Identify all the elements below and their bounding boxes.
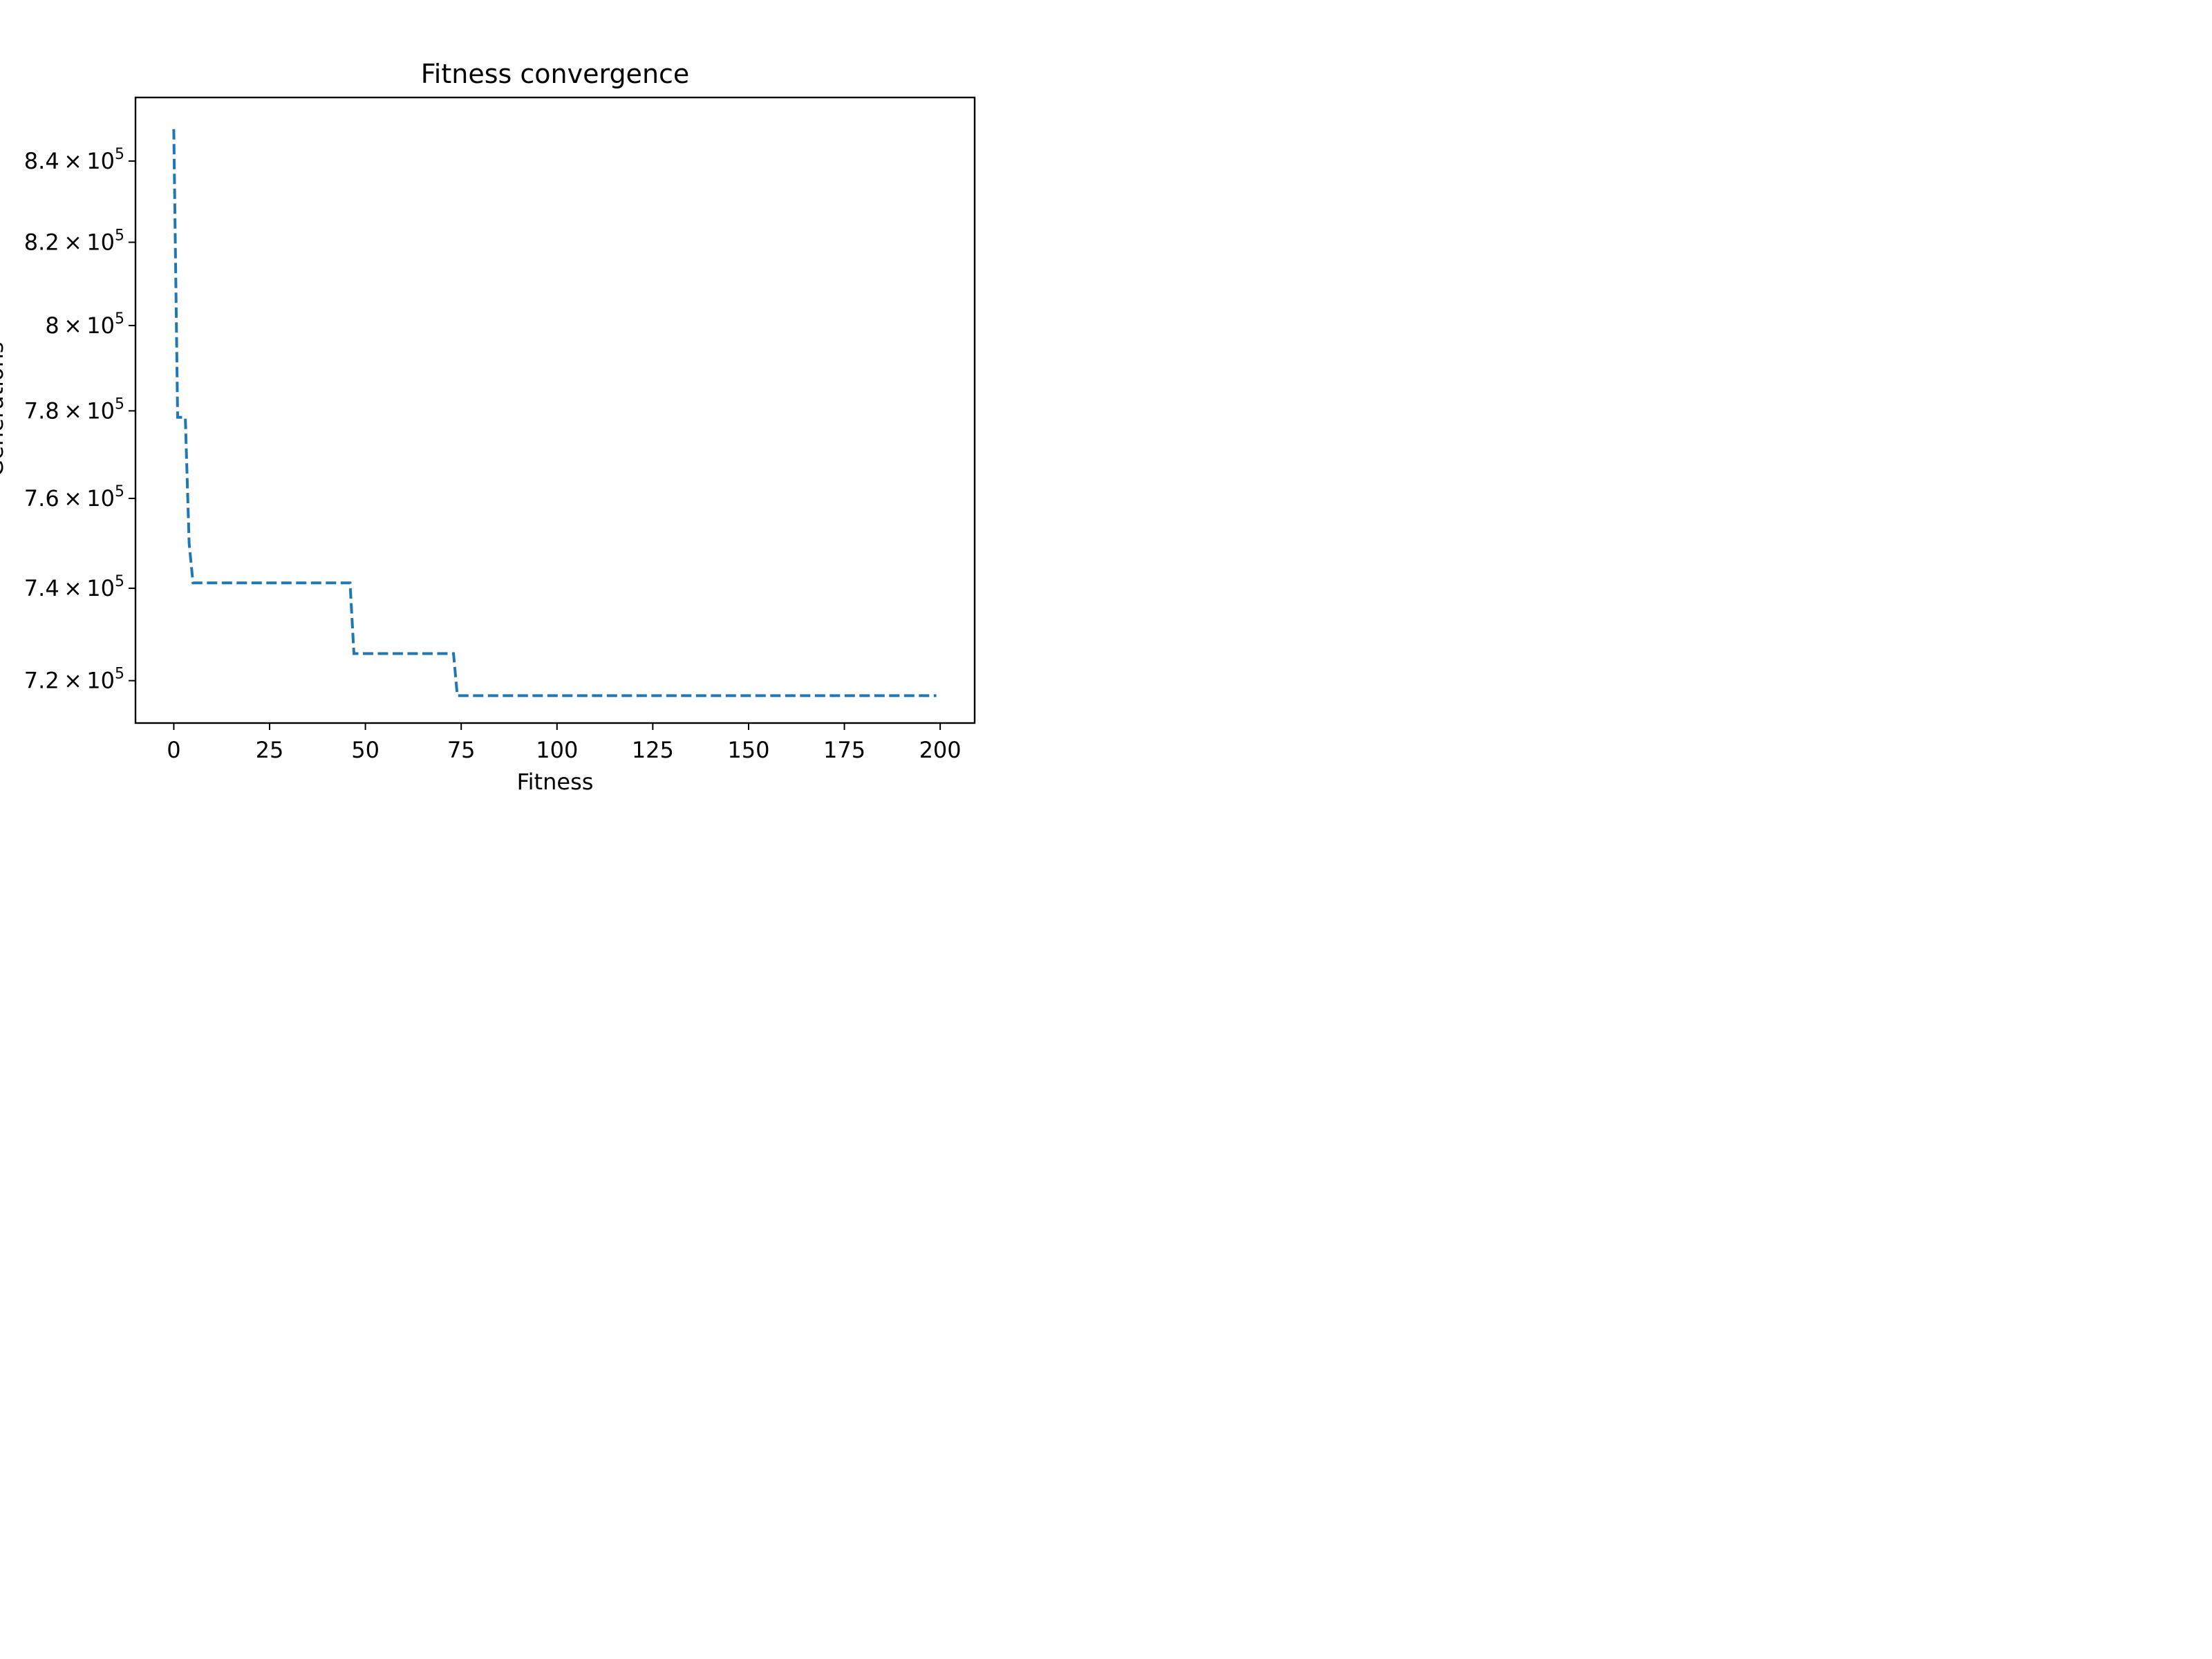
y-axis-label: Generations [0, 341, 8, 476]
plot-frame [134, 96, 976, 724]
chart: Fitness convergence 0 25 50 75 100 125 150 175 2… [0, 59, 976, 795]
y-tick-label: 8 × 105 [45, 310, 124, 339]
x-tick-label: 75 [447, 737, 476, 763]
series-layer [172, 129, 937, 697]
x-axis-label: Fitness [517, 769, 594, 795]
x-tick-label: 200 [919, 737, 962, 763]
y-tick-label: 8.2 × 105 [24, 227, 124, 256]
x-tick-label: 150 [727, 737, 769, 763]
chart-title: Fitness convergence [421, 59, 690, 89]
y-axis-ticks: 7.2 × 105 7.4 × 105 7.6 × 105 7.8 × 105 8 × … [24, 146, 135, 694]
y-tick-label: 7.8 × 105 [24, 395, 124, 424]
x-tick-label: 0 [167, 737, 180, 763]
x-tick-label: 100 [536, 737, 578, 763]
y-tick-label: 7.2 × 105 [24, 666, 124, 694]
x-tick-label: 175 [823, 737, 865, 763]
x-tick-label: 125 [632, 737, 674, 763]
x-axis-ticks: 0 25 50 75 100 125 150 175 200 [167, 723, 962, 763]
y-tick-label: 7.6 × 105 [24, 483, 124, 512]
x-tick-label: 25 [256, 737, 284, 763]
series-line-0 [172, 129, 937, 697]
y-tick-label: 8.4 × 105 [24, 146, 124, 174]
y-tick-label: 7.4 × 105 [24, 573, 124, 601]
x-tick-label: 50 [351, 737, 379, 763]
